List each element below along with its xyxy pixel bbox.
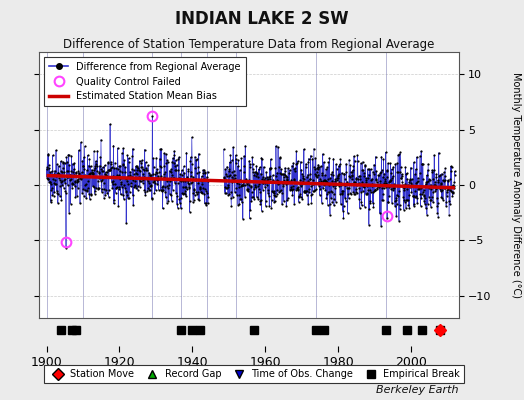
- Text: Berkeley Earth: Berkeley Earth: [376, 385, 458, 395]
- Legend: Difference from Regional Average, Quality Control Failed, Estimated Station Mean: Difference from Regional Average, Qualit…: [44, 57, 246, 106]
- Y-axis label: Monthly Temperature Anomaly Difference (°C): Monthly Temperature Anomaly Difference (…: [511, 72, 521, 298]
- Legend: Station Move, Record Gap, Time of Obs. Change, Empirical Break: Station Move, Record Gap, Time of Obs. C…: [44, 365, 464, 383]
- Title: Difference of Station Temperature Data from Regional Average: Difference of Station Temperature Data f…: [63, 38, 434, 51]
- Text: INDIAN LAKE 2 SW: INDIAN LAKE 2 SW: [175, 10, 349, 28]
